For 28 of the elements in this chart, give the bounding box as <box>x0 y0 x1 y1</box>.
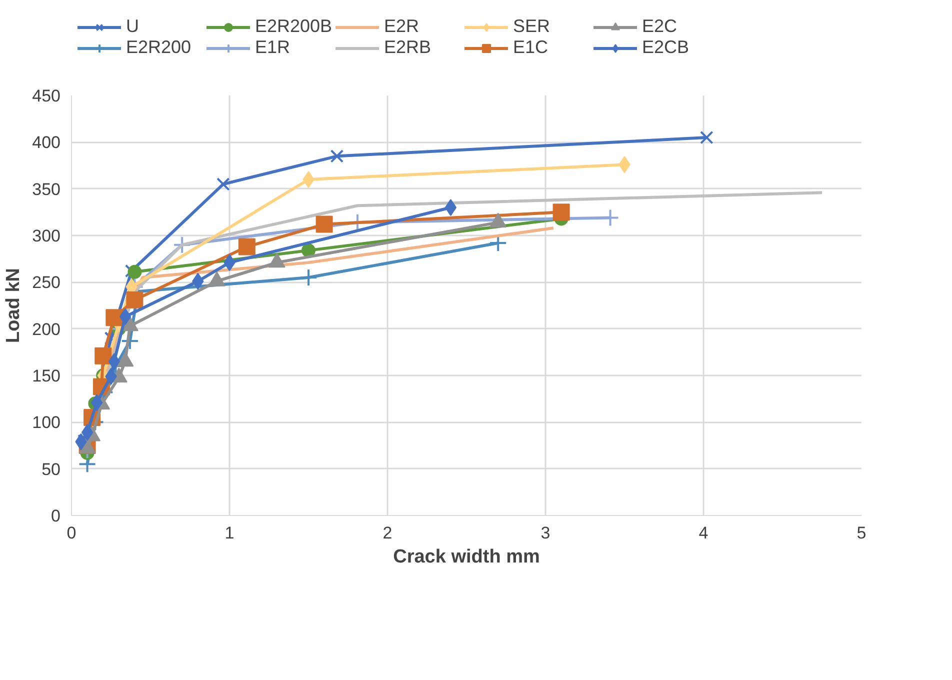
x-tick-label: 2 <box>382 524 392 542</box>
legend-label: E2C <box>642 16 678 37</box>
legend-label: E2RB <box>384 37 432 58</box>
x-axis-title: Crack width mm <box>393 546 540 568</box>
legend-label: E1C <box>513 37 550 58</box>
x-tick-label: 1 <box>224 524 234 542</box>
legend-label: E2R200B <box>255 16 334 37</box>
y-tick-label: 350 <box>32 180 61 199</box>
y-tick-label: 400 <box>32 133 61 152</box>
x-tick-label: 4 <box>698 524 708 542</box>
legend-label: E2R200 <box>126 37 192 58</box>
legend-label: E2CB <box>642 37 690 58</box>
legend-label: E1R <box>255 37 292 58</box>
y-tick-label: 150 <box>32 366 61 386</box>
y-axis-title: Load kN <box>3 268 24 343</box>
y-tick-label: 200 <box>32 320 61 339</box>
x-tick-label: 3 <box>540 524 550 542</box>
legend-label: E2R <box>384 16 420 37</box>
y-tick-label: 300 <box>32 226 61 246</box>
x-tick-label: 5 <box>856 524 866 542</box>
y-tick-label: 250 <box>32 273 61 292</box>
y-tick-label: 100 <box>32 413 61 432</box>
y-tick-label: 450 <box>32 86 61 106</box>
legend-label: SER <box>513 16 552 37</box>
y-tick-label: 50 <box>42 460 61 479</box>
x-tick-label: 0 <box>66 524 76 542</box>
y-tick-label: 0 <box>51 506 61 526</box>
legend-label: U <box>126 16 140 37</box>
